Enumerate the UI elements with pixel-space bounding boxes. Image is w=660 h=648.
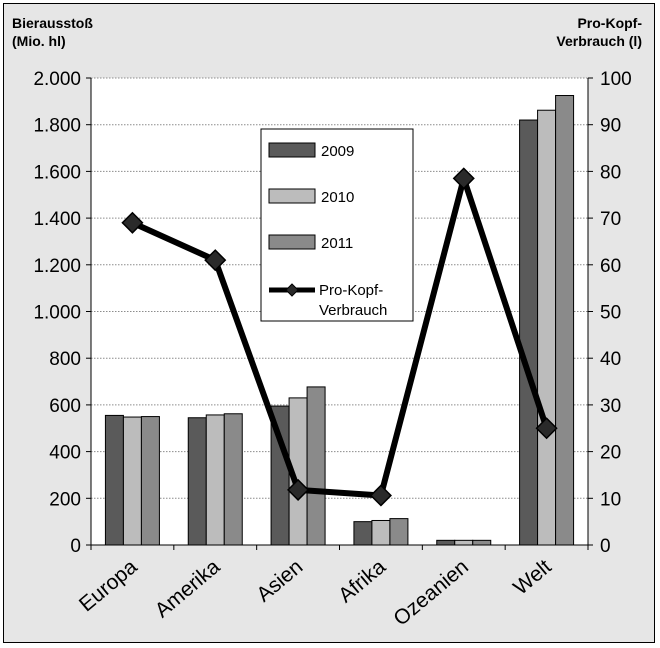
y-tick-right-label-10: 100 — [600, 69, 632, 90]
y-axis-right-title-line2: Verbrauch (l) — [556, 33, 642, 49]
y-tick-right-label-0: 0 — [600, 536, 611, 557]
y-axis-right-title: Pro-Kopf- Verbrauch (l) — [556, 14, 642, 50]
y-tick-left-label-9: 1.800 — [33, 116, 81, 137]
legend: 2009 2010 2011 Pro-Kopf- Verbrauch — [260, 128, 414, 322]
legend-swatch-2009 — [268, 142, 316, 158]
y-tick-right-label-2: 20 — [600, 443, 621, 464]
bar-2011-asien — [306, 386, 326, 546]
line-point-amerika — [204, 249, 227, 272]
bar-2010-ozeanien — [454, 539, 474, 546]
y-tick-left-label-4: 800 — [49, 349, 81, 370]
line-point-afrika — [369, 484, 392, 507]
line-pro-kopf-verbrauch — [131, 175, 550, 499]
bar-2011-amerika — [223, 413, 243, 546]
y-tick-left-label-3: 600 — [49, 396, 81, 417]
bar-2009-welt — [519, 119, 539, 546]
legend-label-2009: 2009 — [321, 143, 354, 160]
y-tick-left-label-6: 1.200 — [33, 256, 81, 277]
y-tick-right-label-3: 30 — [600, 396, 621, 417]
legend-line-marker — [285, 283, 299, 297]
x-tick-label-welt: Welt — [509, 555, 556, 599]
bar-2011-welt — [555, 95, 575, 546]
y-tick-right-label-5: 50 — [600, 303, 621, 324]
x-tick-label-asien: Asien — [252, 555, 307, 606]
y-tick-right-label-6: 60 — [600, 256, 621, 277]
y-tick-left-label-7: 1.400 — [33, 209, 81, 230]
legend-swatch-2010 — [268, 188, 316, 204]
y-axis-left-title-line1: Bierausstoß — [12, 15, 93, 31]
line-point-ozeanien — [452, 167, 475, 190]
bar-2009-ozeanien — [436, 539, 456, 546]
bar-2009-europa — [104, 414, 124, 546]
legend-label-line-1: Pro-Kopf- — [319, 282, 383, 299]
bar-2011-ozeanien — [472, 539, 492, 546]
x-tick-label-europa: Europa — [75, 555, 142, 616]
y-tick-right-label-8: 80 — [600, 162, 621, 183]
y-axis-right-title-line1: Pro-Kopf- — [577, 15, 642, 31]
bar-2009-afrika — [353, 521, 373, 546]
bar-2010-europa — [122, 416, 142, 546]
line-point-welt — [535, 417, 558, 440]
legend-label-2010: 2010 — [321, 189, 354, 206]
bar-2011-afrika — [389, 518, 409, 546]
line-point-europa — [121, 211, 144, 234]
y-tick-left-label-10: 2.000 — [33, 69, 81, 90]
y-tick-left-label-0: 0 — [70, 536, 81, 557]
line-point-asien — [287, 478, 310, 501]
bar-2010-welt — [537, 109, 557, 546]
legend-label-2011: 2011 — [321, 235, 353, 252]
bar-2010-afrika — [371, 519, 391, 546]
y-tick-left-label-2: 400 — [49, 443, 81, 464]
bar-2011-europa — [140, 416, 160, 546]
y-tick-right-label-9: 90 — [600, 116, 621, 137]
y-tick-left-label-8: 1.600 — [33, 162, 81, 183]
y-tick-right-label-1: 10 — [600, 489, 621, 510]
y-tick-right-label-4: 40 — [600, 349, 621, 370]
y-axis-left-title-line2: (Mio. hl) — [12, 33, 66, 49]
x-tick-label-amerika: Amerika — [151, 555, 225, 622]
bar-2009-amerika — [187, 417, 207, 546]
x-tick-label-afrika: Afrika — [334, 555, 390, 607]
legend-swatch-2011 — [268, 234, 316, 250]
y-tick-left-label-1: 200 — [49, 489, 81, 510]
y-tick-right-label-7: 70 — [600, 209, 621, 230]
y-tick-left-label-5: 1.000 — [33, 303, 81, 324]
legend-label-line-2: Verbrauch — [319, 302, 387, 319]
y-axis-left-title: Bierausstoß (Mio. hl) — [12, 14, 93, 50]
x-tick-label-ozeanien: Ozeanien — [389, 555, 473, 630]
bar-2010-amerika — [205, 414, 225, 546]
